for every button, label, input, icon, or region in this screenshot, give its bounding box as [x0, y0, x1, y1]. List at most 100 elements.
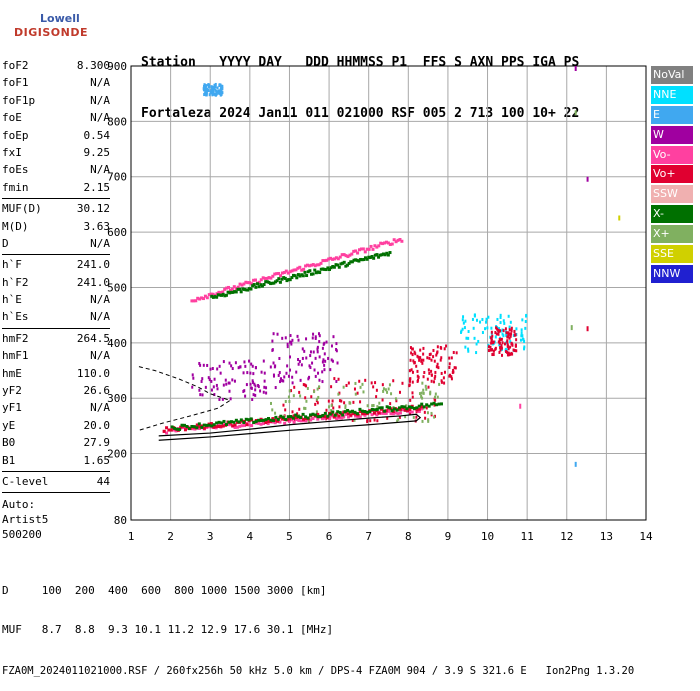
echo-point: [337, 377, 340, 381]
echo-point: [503, 342, 506, 346]
param-separator: [2, 327, 110, 329]
echo-trace-point: [304, 419, 308, 423]
echo-point: [251, 397, 254, 401]
echo-point: [335, 379, 338, 383]
echo-point: [290, 389, 293, 393]
echo-trace-point: [198, 427, 202, 431]
echo-trace-point: [386, 253, 390, 257]
echo-point: [329, 368, 332, 372]
echo-trace-point: [410, 410, 414, 414]
echo-point: [418, 358, 421, 362]
param-row-ye: yE 20.0: [2, 417, 110, 434]
echo-point: [454, 366, 457, 370]
echo-point: [356, 391, 359, 395]
param-value: 264.5: [76, 331, 110, 345]
param-name: yE: [2, 418, 16, 432]
echo-point: [421, 419, 424, 423]
echo-point: [305, 337, 308, 341]
echo-point: [330, 409, 333, 413]
echo-trace-point: [311, 263, 315, 267]
echo-point: [370, 381, 373, 385]
echo-point: [390, 392, 393, 396]
echo-trace-point: [342, 415, 346, 419]
echo-trace-point: [242, 282, 246, 286]
echo-trace-point: [279, 274, 283, 278]
echo-point: [498, 337, 501, 341]
echo-point: [317, 395, 320, 399]
echo-point: [337, 392, 340, 396]
param-value: 20.0: [83, 418, 111, 432]
echo-trace-point: [183, 428, 187, 432]
echo-trace-point: [182, 423, 186, 427]
x-tick-label: 14: [639, 530, 653, 543]
echo-point: [263, 385, 266, 389]
footer-muf-row: MUF 8.7 8.8 9.3 10.1 11.2 12.9 17.6 30.1…: [2, 623, 334, 636]
echo-trace-point: [239, 290, 243, 294]
param-value: 241.0: [76, 275, 110, 289]
echo-point: [486, 326, 489, 330]
param-row-d: D N/A: [2, 235, 110, 252]
echo-trace-point: [244, 280, 248, 284]
echo-point: [401, 381, 404, 385]
param-value: N/A: [90, 111, 110, 125]
echo-point: [395, 399, 398, 403]
echo-point: [505, 348, 508, 352]
echo-point: [491, 341, 494, 345]
echo-point: [494, 331, 497, 335]
echo-point: [510, 326, 513, 330]
echo-trace-point: [203, 294, 207, 298]
legend-item-vo: Vo+: [651, 165, 693, 184]
echo-point: [509, 320, 512, 324]
echo-point: [203, 84, 206, 88]
echo-point: [330, 358, 333, 362]
echo-point: [214, 93, 217, 97]
echo-point: [314, 335, 317, 339]
echo-trace-point: [380, 411, 384, 415]
echo-point: [210, 388, 213, 392]
echo-point: [225, 382, 228, 386]
echo-trace-point: [271, 417, 275, 421]
param-value: 241.0: [76, 258, 110, 272]
echo-point: [254, 393, 257, 397]
param-value: N/A: [90, 401, 110, 415]
logo-line2: DIGISONDE: [14, 26, 88, 39]
echo-point: [376, 405, 379, 409]
echo-point: [271, 339, 274, 343]
echo-trace-point: [301, 412, 305, 416]
echo-point: [405, 404, 408, 408]
echo-trace-point: [211, 292, 215, 296]
echo-point: [438, 382, 441, 386]
echo-point: [423, 410, 426, 414]
echo-trace-point: [316, 412, 320, 416]
echo-point: [309, 350, 312, 354]
echo-point: [290, 340, 293, 344]
echo-point: [422, 352, 425, 356]
echo-trace-point: [180, 423, 184, 427]
echo-trace-point: [257, 418, 261, 422]
echo-trace-point: [282, 271, 286, 275]
echo-trace-point: [209, 422, 213, 426]
echo-trace-point: [346, 255, 350, 259]
echo-trace-point: [398, 411, 402, 415]
param-name: fxI: [2, 145, 22, 159]
echo-trace-point: [211, 295, 215, 299]
echo-trace-point: [339, 416, 343, 420]
echo-trace-point: [327, 257, 331, 261]
echo-trace-point: [250, 424, 254, 428]
echo-point: [342, 385, 345, 389]
echo-point: [233, 379, 236, 383]
echo-point: [323, 363, 326, 367]
param-row-hmf2: hmF2 264.5: [2, 330, 110, 347]
echo-trace-point: [191, 427, 195, 431]
echo-point: [409, 358, 412, 362]
echo-trace-point: [269, 418, 273, 422]
echo-trace-point: [282, 276, 286, 280]
y-tick-label: 800: [107, 115, 127, 128]
echo-point: [500, 337, 503, 341]
echo-point: [295, 370, 298, 374]
echo-trace-point: [334, 263, 338, 267]
echo-point: [440, 371, 443, 375]
echo-trace-point: [253, 278, 257, 282]
param-value: 30.12: [76, 202, 110, 216]
echo-point: [440, 356, 443, 360]
